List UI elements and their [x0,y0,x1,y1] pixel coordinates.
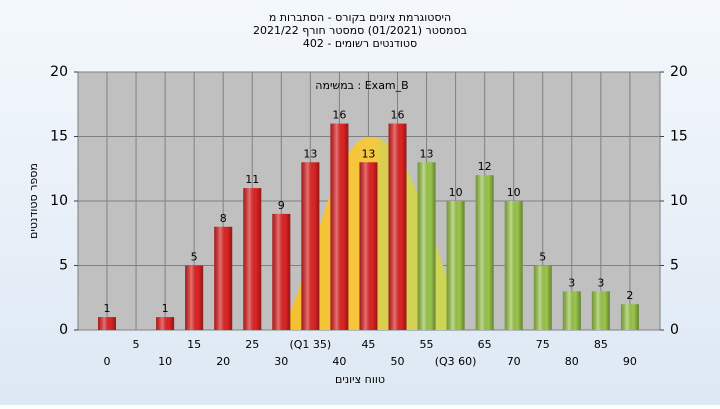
bar-shine [156,317,175,330]
value-label: 9 [278,199,285,212]
y2-tick-label: 10 [670,193,688,209]
y-tick-label: 5 [59,258,68,274]
bar-shine [591,291,610,330]
bar-shine [98,317,116,330]
bar-shine [417,162,436,330]
bar-shine [504,201,523,330]
x-tick-label: 40 [332,355,346,368]
bar-shine [388,123,407,330]
value-label: 5 [191,251,198,264]
x-tick-label: 90 [623,355,637,368]
x-tick-label: 45 [361,338,375,351]
value-label: 3 [568,276,575,289]
x-tick-label: 20 [216,355,230,368]
value-label: 12 [478,160,492,173]
x-tick-label: 15 [187,338,201,351]
y-tick-label: 0 [59,322,68,338]
y2-tick-label: 15 [670,129,688,145]
annotation: במשימה : Exam_B [315,79,408,92]
chart-title: היסטוגרמת ציונים בקורס - הסתברות מ [269,11,451,24]
bar-shine [301,162,320,330]
value-label: 8 [220,212,227,225]
y-tick-label: 10 [50,193,68,209]
x-tick-label: 25 [245,338,259,351]
bar-shine [446,201,465,330]
bar-shine [243,188,262,330]
y2-tick-label: 0 [670,322,679,338]
bar-shine [620,304,639,330]
bar-shine [359,162,378,330]
value-label: 16 [332,109,346,122]
x-tick-label: 75 [536,338,550,351]
value-label: 10 [507,186,521,199]
value-label: 5 [539,251,546,264]
x-tick-label: (Q1 35) [289,338,331,351]
bar-shine [533,265,552,330]
value-label: 1 [104,302,111,315]
value-label: 11 [245,173,259,186]
value-label: 10 [449,186,463,199]
y-axis-label: מספר סטודנטים [27,163,40,239]
value-label: 13 [420,147,434,160]
x-tick-label: 5 [133,338,140,351]
x-tick-label: 50 [391,355,405,368]
bar-shine [214,226,233,330]
x-tick-label: 85 [594,338,608,351]
bar-shine [562,291,581,330]
bar-shine [330,123,349,330]
y2-tick-label: 5 [670,258,679,274]
bar-shine [185,265,204,330]
y2-tick-label: 20 [670,64,688,80]
x-tick-label: 10 [158,355,172,368]
value-label: 13 [361,147,375,160]
value-label: 16 [391,109,405,122]
x-tick-label: 30 [274,355,288,368]
y-tick-label: 20 [50,64,68,80]
value-label: 13 [303,147,317,160]
x-tick-label: (Q3 60) [435,355,477,368]
y-tick-label: 15 [50,129,68,145]
x-tick-label: 0 [104,355,111,368]
x-tick-label: 55 [420,338,434,351]
x-axis-label: טווח ציונים [335,373,385,386]
value-label: 1 [162,302,169,315]
x-tick-label: 70 [507,355,521,368]
chart-subtitle: בסמסטר (01/2021) סמסטר חורף 2021/22 [253,24,467,37]
chart-subtitle: סטודנטים רשומים - 402 [303,37,417,50]
bar-shine [272,213,291,330]
bar-shine [475,175,494,330]
value-label: 3 [597,276,604,289]
value-label: 2 [626,289,633,302]
x-tick-label: 80 [565,355,579,368]
x-tick-label: 65 [478,338,492,351]
